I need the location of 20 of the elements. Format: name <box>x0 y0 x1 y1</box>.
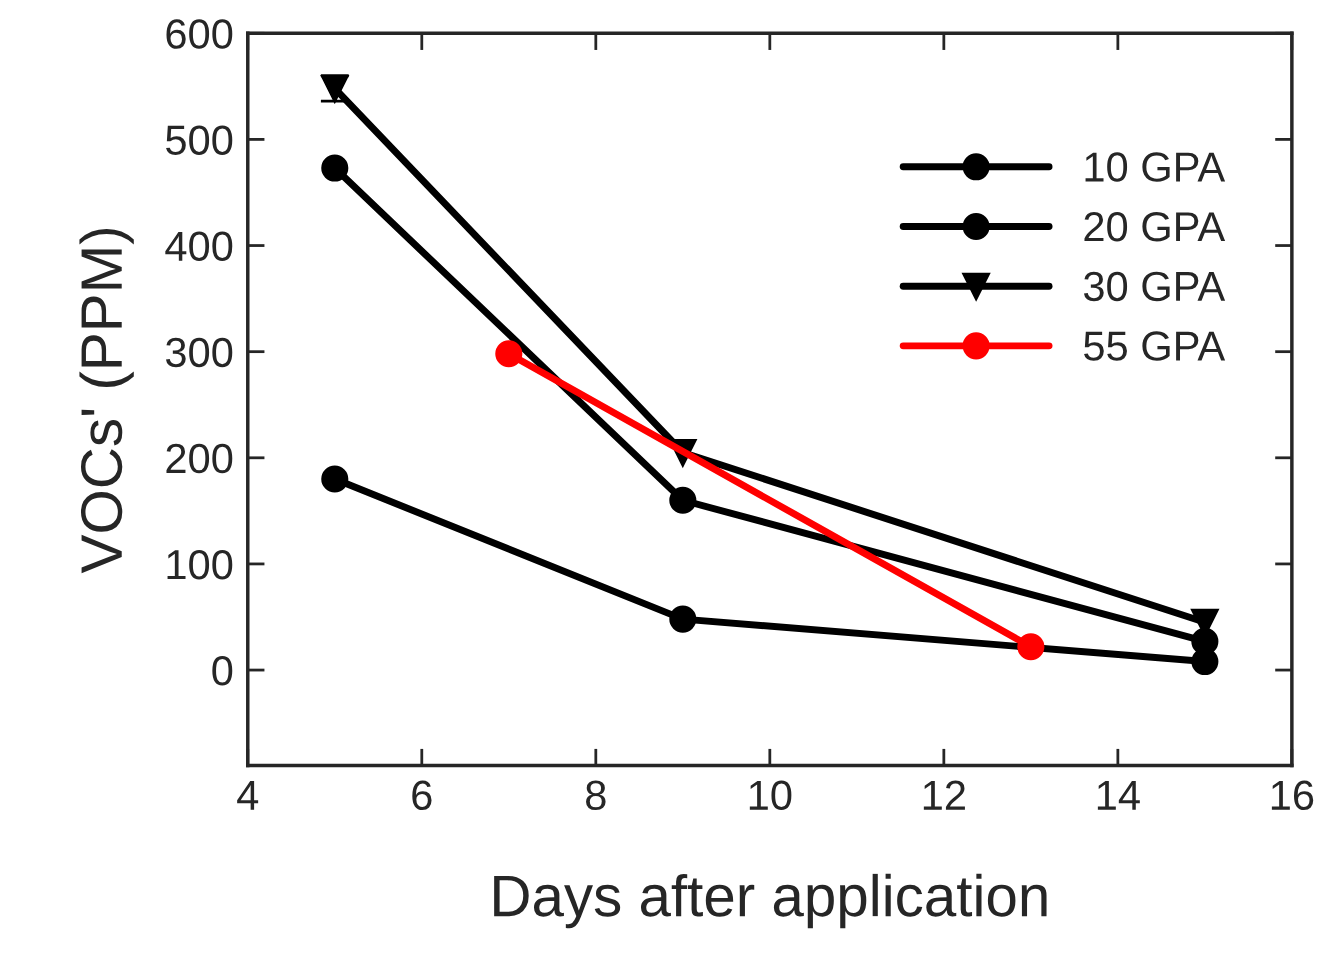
legend-label: 20 GPA <box>1084 211 1226 242</box>
x-axis-title: Days after application <box>494 873 1047 929</box>
legend-label: 30 GPA <box>1083 271 1226 302</box>
legend-label: 55 GPA <box>1084 331 1226 361</box>
y-tick-label: 500 <box>166 125 233 155</box>
y-tick-label: 400 <box>165 231 233 262</box>
legend-label: 10 GPA <box>1085 152 1226 182</box>
x-tick-label: 8 <box>586 780 606 811</box>
x-tick-label: 16 <box>1271 780 1314 811</box>
y-tick-label: 600 <box>166 19 233 49</box>
x-tick-label: 6 <box>412 780 432 811</box>
x-tick-label: 4 <box>237 781 259 810</box>
y-tick-label: 100 <box>167 549 233 580</box>
y-tick-label: 200 <box>166 443 233 474</box>
y-tick-label: 0 <box>212 656 233 686</box>
y-axis-title: VOCs' (PPM) <box>79 228 134 574</box>
x-tick-label: 12 <box>923 780 965 810</box>
y-tick-label: 300 <box>165 337 233 368</box>
x-tick-label: 10 <box>749 780 792 811</box>
x-tick-label: 14 <box>1097 781 1140 810</box>
